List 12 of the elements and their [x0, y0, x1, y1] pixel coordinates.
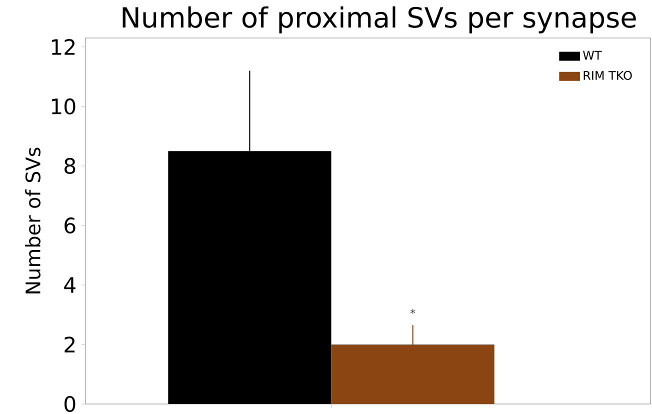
- y-axis-title: Number of SVs: [25, 148, 40, 294]
- legend-label: WT: [583, 50, 602, 60]
- y-tick-label: 2: [64, 336, 75, 352]
- y-tick-label: 0: [64, 396, 76, 412]
- y-tick-label: 8: [64, 158, 76, 174]
- chart-title: Number of proximal SVs per synapse: [122, 6, 636, 34]
- y-tick-label: 12: [52, 39, 75, 55]
- annotation: *: [410, 308, 416, 314]
- y-tick-label: 4: [64, 277, 76, 293]
- y-tick-label: 10: [52, 98, 76, 114]
- legend-label: RIM TKO: [584, 70, 632, 80]
- y-tick-label: 6: [64, 217, 76, 234]
